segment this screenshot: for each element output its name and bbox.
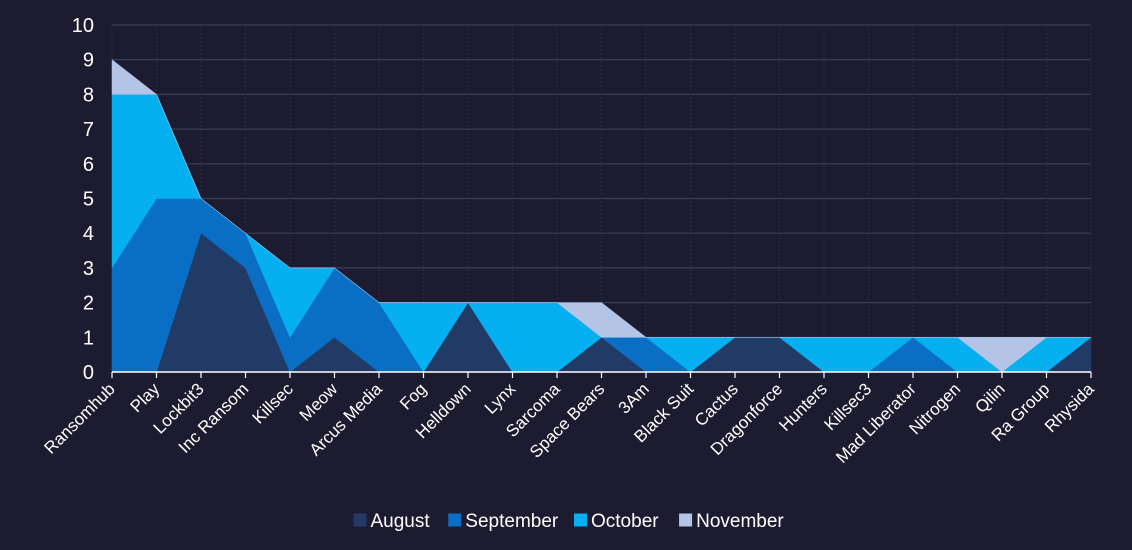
legend-swatch <box>353 513 367 527</box>
y-tick-label: 5 <box>83 189 94 211</box>
legend-label: November <box>696 511 784 532</box>
legend-item-august[interactable]: August <box>353 511 431 532</box>
y-tick-label: 6 <box>83 154 94 176</box>
legend: August September October November <box>353 511 784 532</box>
x-tick-label: Lynx <box>481 379 520 418</box>
y-tick-label: 7 <box>83 119 94 141</box>
legend-swatch <box>448 513 462 527</box>
legend-swatch <box>679 513 693 527</box>
y-tick-label: 2 <box>83 293 94 315</box>
legend-label: August <box>371 511 431 532</box>
x-tick-label: Hunters <box>775 379 831 435</box>
legend-label: October <box>591 511 659 532</box>
x-tick-label: Play <box>127 379 164 416</box>
legend-item-november[interactable]: November <box>679 511 784 532</box>
y-tick-label: 8 <box>83 84 94 106</box>
y-tick-label: 9 <box>83 50 94 72</box>
x-tick-label: Fog <box>396 379 430 413</box>
series-area-november <box>111 59 1091 373</box>
chart-areas <box>111 59 1092 373</box>
legend-swatch <box>574 513 587 527</box>
y-tick-label: 4 <box>83 223 94 245</box>
y-tick-label: 1 <box>83 327 94 349</box>
y-axis: 0 1 2 3 4 5 6 7 8 9 10 <box>72 15 94 384</box>
x-tick-label: Ransomhub <box>41 379 119 457</box>
x-tick-label: 3Am <box>615 379 653 417</box>
x-tick-label: Qilin <box>971 379 1008 416</box>
x-tick-label: Killsec <box>249 379 298 428</box>
y-tick-label: 10 <box>72 15 94 37</box>
x-tick-label: Rhysida <box>1041 379 1098 436</box>
legend-label: September <box>465 511 559 532</box>
legend-item-september[interactable]: September <box>448 511 559 532</box>
y-tick-label: 0 <box>83 362 94 384</box>
y-tick-label: 3 <box>83 258 94 280</box>
legend-item-october[interactable]: October <box>574 511 659 532</box>
